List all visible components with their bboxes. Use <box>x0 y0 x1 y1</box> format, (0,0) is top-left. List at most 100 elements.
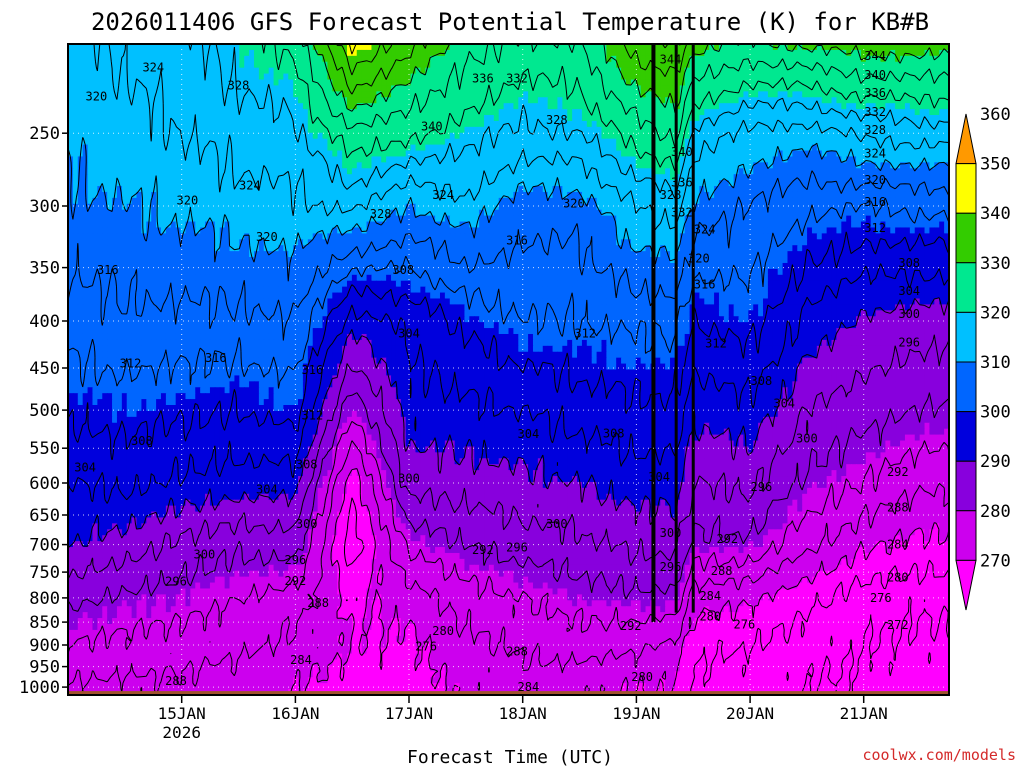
theta-cell <box>391 197 397 205</box>
theta-cell <box>767 156 774 163</box>
theta-cell <box>797 61 803 69</box>
theta-cell <box>601 156 607 163</box>
theta-cell <box>459 91 466 98</box>
theta-cell <box>904 174 911 181</box>
theta-cell <box>870 115 877 122</box>
theta-cell <box>141 197 147 205</box>
theta-cell <box>679 168 686 175</box>
theta-cell <box>679 180 686 187</box>
theta-cell <box>513 203 519 211</box>
theta-cell <box>126 115 133 122</box>
theta-cell <box>209 180 216 187</box>
theta-cell <box>156 132 162 140</box>
theta-cell <box>528 162 534 169</box>
theta-cell <box>841 191 847 199</box>
theta-cell <box>709 186 715 193</box>
theta-cell <box>107 73 113 81</box>
theta-cell <box>841 61 847 69</box>
theta-cell <box>841 126 847 134</box>
theta-cell <box>821 44 828 51</box>
theta-cell <box>224 55 231 63</box>
theta-cell <box>860 168 867 175</box>
theta-cell <box>454 115 461 122</box>
theta-cell <box>577 91 583 98</box>
theta-cell <box>919 162 926 169</box>
theta-cell <box>346 150 353 158</box>
theta-cell <box>856 144 862 152</box>
theta-cell <box>87 120 94 128</box>
theta-cell <box>807 44 813 51</box>
theta-cell <box>811 55 818 63</box>
theta-cell <box>934 103 940 110</box>
theta-cell <box>807 97 813 104</box>
theta-cell <box>68 55 74 63</box>
theta-cell <box>116 174 123 181</box>
theta-cell <box>371 180 377 187</box>
theta-cell <box>420 186 426 193</box>
theta-cell <box>562 44 568 51</box>
theta-cell <box>792 67 798 75</box>
theta-cell <box>758 162 764 169</box>
theta-cell <box>68 49 74 57</box>
theta-cell <box>190 85 196 92</box>
theta-cell <box>728 191 735 199</box>
theta-cell <box>562 144 568 152</box>
theta-cell <box>890 67 896 75</box>
theta-cell <box>552 85 559 92</box>
theta-cell <box>601 67 607 75</box>
theta-cell <box>792 132 798 140</box>
theta-cell <box>748 44 754 51</box>
theta-cell <box>816 168 823 175</box>
theta-cell <box>635 156 642 163</box>
theta-cell <box>924 109 931 116</box>
theta-cell <box>782 150 789 158</box>
theta-cell <box>728 150 735 158</box>
theta-cell <box>572 144 578 152</box>
theta-cell <box>518 144 524 152</box>
theta-cell <box>469 97 475 104</box>
theta-cell <box>601 203 607 211</box>
theta-cell <box>753 109 759 116</box>
theta-cell <box>532 144 539 152</box>
theta-cell <box>102 120 108 128</box>
theta-cell <box>136 44 143 51</box>
theta-cell <box>395 55 402 63</box>
theta-cell <box>366 103 373 110</box>
theta-cell <box>909 156 916 163</box>
theta-cell <box>660 44 666 51</box>
theta-cell <box>126 91 133 98</box>
theta-cell <box>263 162 270 169</box>
theta-cell <box>851 97 857 104</box>
theta-cell <box>459 150 466 158</box>
theta-cell <box>415 67 421 75</box>
theta-cell <box>146 150 152 158</box>
theta-cell <box>699 79 705 87</box>
theta-cell <box>821 115 828 122</box>
theta-cell <box>508 73 514 81</box>
theta-cell <box>890 132 896 140</box>
theta-cell <box>577 44 583 51</box>
theta-cell <box>146 180 152 187</box>
theta-cell <box>381 168 387 175</box>
theta-cell <box>694 191 700 199</box>
theta-cell <box>342 61 348 69</box>
theta-cell <box>826 73 833 81</box>
theta-cell <box>679 97 686 104</box>
theta-cell <box>596 49 603 57</box>
theta-cell <box>381 180 387 187</box>
theta-cell <box>381 55 387 63</box>
theta-cell <box>454 138 461 146</box>
theta-cell <box>180 97 187 104</box>
theta-cell <box>924 132 931 140</box>
theta-cell <box>126 144 133 152</box>
theta-cell <box>665 174 671 181</box>
theta-cell <box>175 55 182 63</box>
theta-cell <box>616 55 622 63</box>
theta-cell <box>557 191 563 199</box>
theta-cell <box>807 156 813 163</box>
theta-cell <box>503 144 510 152</box>
theta-cell <box>444 91 451 98</box>
theta-cell <box>366 168 373 175</box>
theta-cell <box>606 67 612 75</box>
theta-cell <box>851 73 857 81</box>
